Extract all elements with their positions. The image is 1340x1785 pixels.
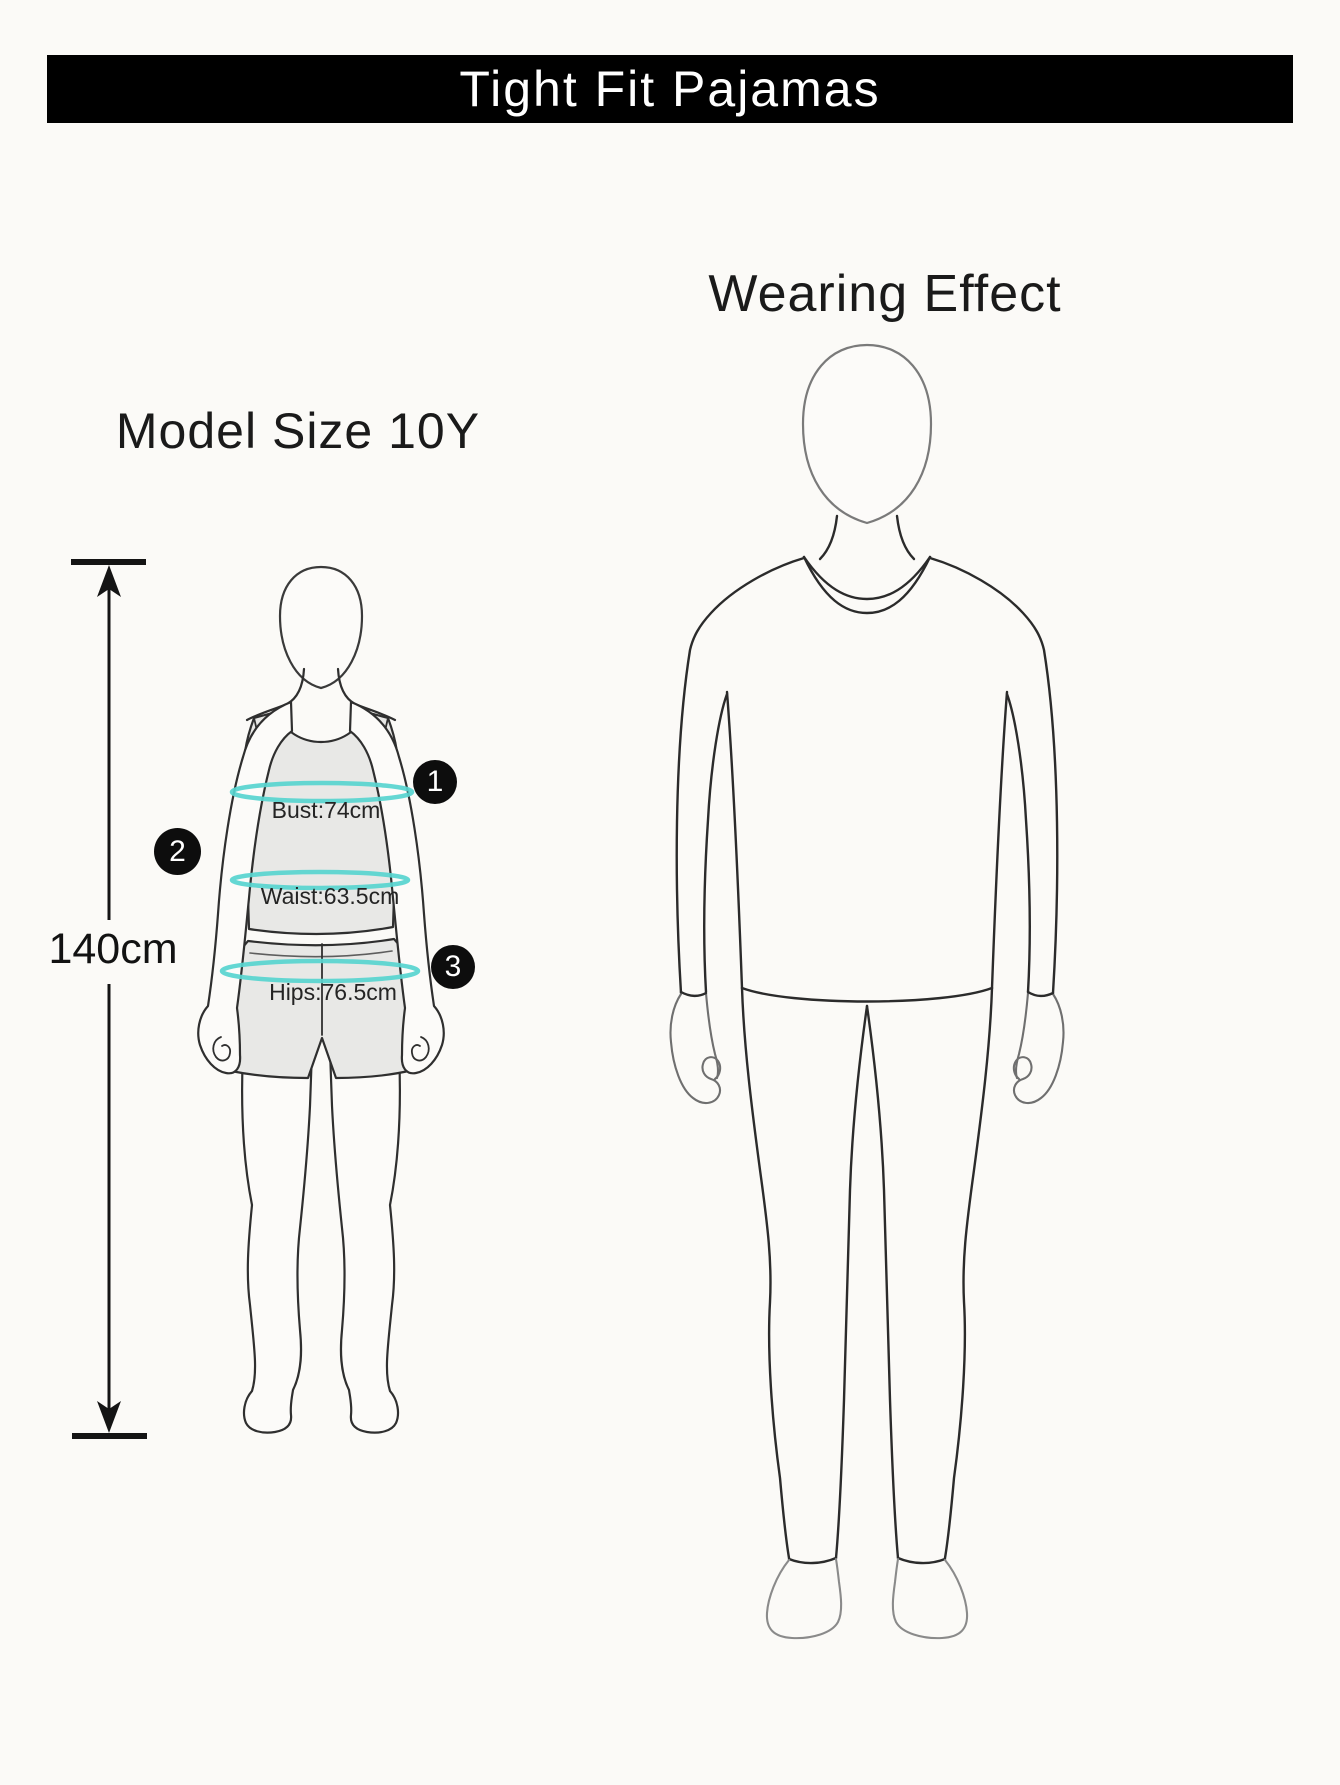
model-size-heading: Model Size 10Y <box>115 403 481 459</box>
marker-hips: 3 <box>431 945 475 989</box>
hips-measure-line <box>219 958 421 984</box>
bust-measure-line <box>229 780 415 804</box>
arrow-down-icon <box>97 1401 121 1433</box>
marker-waist-number: 2 <box>169 834 186 868</box>
wearing-effect-heading: Wearing Effect <box>708 265 1062 323</box>
waist-label: Waist:63.5cm <box>260 883 400 909</box>
child-right-arm <box>348 700 445 1075</box>
marker-hips-number: 3 <box>444 950 462 983</box>
child-left-arm <box>197 700 294 1075</box>
adult-feet <box>765 1557 969 1640</box>
marker-waist: 2 <box>154 828 201 875</box>
arrow-up-icon <box>97 565 121 597</box>
height-measure-arrow <box>71 559 147 1439</box>
measure-lines <box>219 780 421 984</box>
wearing-effect-figure <box>669 343 1065 1640</box>
marker-bust: 1 <box>413 760 457 804</box>
height-label: 140cm <box>34 921 192 978</box>
bust-label: Bust:74cm <box>271 797 381 823</box>
adult-head <box>801 343 933 525</box>
marker-bust-number: 1 <box>426 765 444 798</box>
hips-label: Hips:76.5cm <box>269 979 397 1005</box>
page-title: Tight Fit Pajamas <box>459 61 881 117</box>
adult-hands <box>669 991 1065 1104</box>
child-head <box>278 565 364 690</box>
child-right-leg <box>327 1020 401 1434</box>
title-banner: Tight Fit Pajamas <box>47 55 1293 123</box>
waist-measure-line <box>229 869 411 891</box>
child-left-leg <box>241 1020 315 1434</box>
child-model-figure <box>197 565 445 1434</box>
